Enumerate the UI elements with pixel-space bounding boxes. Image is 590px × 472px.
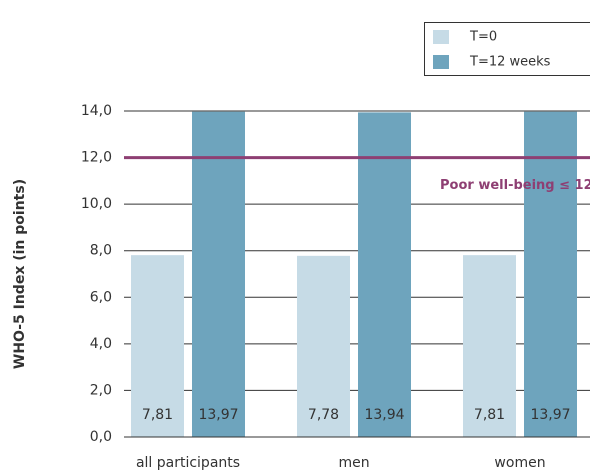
data-label: 7,81: [142, 407, 173, 423]
data-label: 7,81: [474, 407, 505, 423]
bar: [297, 255, 350, 437]
y-tick-label: 4,0: [90, 336, 112, 352]
legend-swatch: [433, 30, 449, 44]
y-tick-label: 8,0: [90, 243, 112, 259]
y-tick-label: 10,0: [81, 196, 112, 212]
x-tick-label: all participants: [136, 455, 240, 471]
y-tick-label: 14,0: [81, 103, 112, 119]
data-label: 13,94: [364, 407, 404, 423]
bar: [524, 111, 577, 437]
bar: [192, 111, 245, 437]
reference-label: Poor well-being ≤ 12: [440, 178, 590, 193]
y-axis-label: WHO-5 Index (in points): [12, 179, 28, 369]
y-tick-label: 12,0: [81, 150, 112, 166]
y-tick-label: 0,0: [90, 429, 112, 445]
legend-box: [424, 22, 590, 76]
y-tick-label: 2,0: [90, 382, 112, 398]
bar: [131, 255, 184, 437]
x-tick-label: men: [338, 455, 369, 471]
legend-label: T=12 weeks: [469, 55, 551, 70]
bar: [463, 255, 516, 437]
bar: [358, 112, 411, 437]
x-tick-label: women: [494, 455, 545, 471]
legend-label: T=0: [469, 30, 497, 45]
data-label: 13,97: [198, 407, 238, 423]
data-label: 13,97: [530, 407, 570, 423]
legend-swatch: [433, 55, 449, 69]
y-tick-label: 6,0: [90, 289, 112, 305]
data-label: 7,78: [308, 407, 339, 423]
